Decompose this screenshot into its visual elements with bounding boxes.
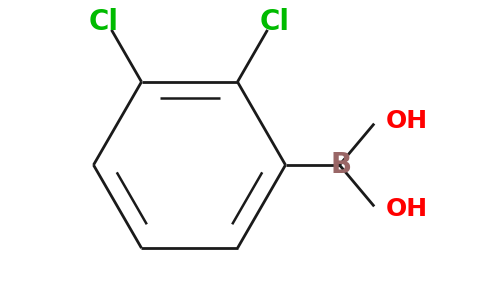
Text: Cl: Cl xyxy=(89,8,119,36)
Text: Cl: Cl xyxy=(260,8,290,36)
Text: OH: OH xyxy=(386,197,428,221)
Text: OH: OH xyxy=(386,109,428,133)
Text: B: B xyxy=(331,151,351,179)
